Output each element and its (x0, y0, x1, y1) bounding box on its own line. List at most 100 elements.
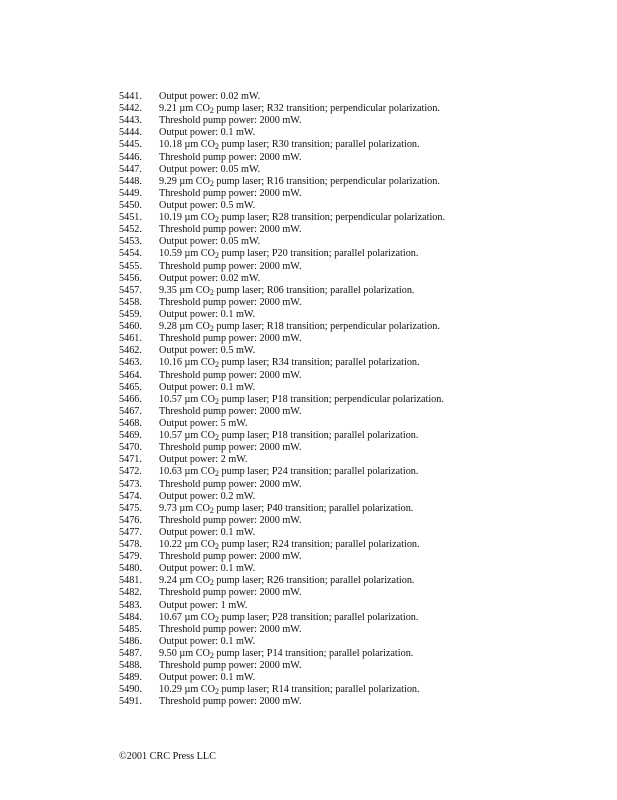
note-text-prefix: 10.63 µm CO (159, 466, 215, 478)
copyright-footer: ©2001 CRC Press LLC (119, 751, 216, 762)
note-text: Output power: 0.1 mW. (159, 526, 256, 538)
note-text: 9.35 µm CO2 pump laser; R06 transition; … (159, 285, 414, 297)
note-number: 5460. (119, 321, 142, 333)
note-text: 10.59 µm CO2 pump laser; P20 transition;… (159, 248, 418, 260)
note-number: 5455. (119, 260, 142, 272)
note-text: Threshold pump power: 2000 mW. (159, 442, 302, 454)
note-number: 5442. (119, 103, 142, 115)
note-text-suffix: pump laser; P18 transition; perpendicula… (218, 393, 444, 405)
subscript: 2 (214, 433, 219, 443)
note-text: Threshold pump power: 2000 mW. (159, 187, 302, 199)
note-text-suffix: pump laser; R16 transition; perpendicula… (213, 175, 440, 187)
note-text: 10.67 µm CO2 pump laser; P28 transition;… (159, 612, 418, 624)
note-number: 5467. (119, 405, 142, 417)
note-number: 5489. (119, 672, 142, 684)
note-text: Output power: 0.1 mW. (159, 381, 256, 393)
note-number: 5472. (119, 466, 142, 478)
note-number: 5451. (119, 212, 142, 224)
note-number: 5449. (119, 187, 142, 199)
note-number: 5462. (119, 345, 142, 357)
note-number: 5477. (119, 526, 142, 538)
note-text-suffix: pump laser; R06 transition; parallel pol… (213, 284, 415, 296)
subscript: 2 (214, 142, 219, 152)
note-text-prefix: 9.50 µm CO (159, 648, 210, 660)
subscript: 2 (209, 287, 214, 297)
note-number: 5484. (119, 611, 142, 623)
note-text: Output power: 0.1 mW. (159, 672, 256, 684)
note-text: Threshold pump power: 2000 mW. (159, 623, 302, 635)
note-text-suffix: pump laser; P28 transition; parallel pol… (218, 611, 419, 623)
note-number: 5476. (119, 514, 142, 526)
note-text-prefix: 10.67 µm CO (159, 611, 215, 623)
note-text: Threshold pump power: 2000 mW. (159, 151, 302, 163)
note-text-suffix: pump laser; P14 transition; parallel pol… (213, 648, 414, 660)
note-text: 10.57 µm CO2 pump laser; P18 transition;… (159, 430, 418, 442)
note-text-prefix: 10.29 µm CO (159, 684, 215, 696)
note-text: Threshold pump power: 2000 mW. (159, 333, 302, 345)
note-text: 9.21 µm CO2 pump laser; R32 transition; … (159, 103, 440, 115)
note-number: 5481. (119, 575, 142, 587)
note-text: Threshold pump power: 2000 mW. (159, 696, 302, 708)
note-number: 5487. (119, 648, 142, 660)
note-text-suffix: pump laser; R28 transition; perpendicula… (218, 212, 446, 224)
note-number: 5469. (119, 430, 142, 442)
note-text: Output power: 0.1 mW. (159, 127, 256, 139)
subscript: 2 (214, 360, 219, 370)
note-text-suffix: pump laser; P18 transition; parallel pol… (218, 430, 419, 442)
subscript: 2 (214, 469, 219, 479)
note-text: Threshold pump power: 2000 mW. (159, 260, 302, 272)
subscript: 2 (209, 578, 214, 588)
note-text-prefix: 10.18 µm CO (159, 139, 215, 151)
note-text: Output power: 0.1 mW. (159, 563, 256, 575)
note-number: 5464. (119, 369, 142, 381)
note-number: 5443. (119, 115, 142, 127)
note-number: 5480. (119, 563, 142, 575)
note-number: 5491. (119, 696, 142, 708)
note-text: Threshold pump power: 2000 mW. (159, 405, 302, 417)
note-number: 5486. (119, 635, 142, 647)
note-number: 5483. (119, 599, 142, 611)
note-text: Output power: 2 mW. (159, 454, 248, 466)
note-text-suffix: pump laser; P24 transition; parallel pol… (218, 466, 419, 478)
note-text: 9.73 µm CO2 pump laser; P40 transition; … (159, 503, 413, 515)
note-text: 10.29 µm CO2 pump laser; R14 transition;… (159, 684, 420, 696)
note-number: 5474. (119, 490, 142, 502)
note-text: 10.16 µm CO2 pump laser; R34 transition;… (159, 357, 420, 369)
note-number: 5448. (119, 175, 142, 187)
note-number: 5468. (119, 417, 142, 429)
note-text: Output power: 0.05 mW. (159, 236, 261, 248)
subscript: 2 (214, 687, 219, 697)
note-text: Threshold pump power: 2000 mW. (159, 224, 302, 236)
note-number: 5466. (119, 393, 142, 405)
note-text: Output power: 0.1 mW. (159, 308, 256, 320)
subscript: 2 (209, 324, 214, 334)
subscript: 2 (209, 505, 214, 515)
note-text: 10.22 µm CO2 pump laser; R24 transition;… (159, 539, 420, 551)
subscript: 2 (209, 651, 214, 661)
note-text: Threshold pump power: 2000 mW. (159, 296, 302, 308)
note-number: 5465. (119, 381, 142, 393)
note-number: 5454. (119, 248, 142, 260)
subscript: 2 (209, 106, 214, 116)
note-text-prefix: 10.19 µm CO (159, 212, 215, 224)
note-text-suffix: pump laser; R14 transition; parallel pol… (218, 684, 420, 696)
note-text: Output power: 0.05 mW. (159, 163, 261, 175)
note-text-prefix: 10.22 µm CO (159, 539, 215, 551)
note-number: 5445. (119, 139, 142, 151)
note-text: 10.57 µm CO2 pump laser; P18 transition;… (159, 394, 444, 406)
note-number: 5482. (119, 587, 142, 599)
note-number: 5453. (119, 236, 142, 248)
note-text: Output power: 0.5 mW. (159, 345, 256, 357)
note-text: Threshold pump power: 2000 mW. (159, 369, 302, 381)
note-text-prefix: 10.59 µm CO (159, 248, 215, 260)
note-number: 5488. (119, 660, 142, 672)
note-text-suffix: pump laser; P20 transition; parallel pol… (218, 248, 419, 260)
subscript: 2 (209, 178, 214, 188)
note-number: 5490. (119, 684, 142, 696)
note-text-suffix: pump laser; R24 transition; parallel pol… (218, 539, 420, 551)
note-text-suffix: pump laser; R30 transition; parallel pol… (218, 139, 420, 151)
note-text-prefix: 9.29 µm CO (159, 175, 210, 187)
note-text-prefix: 9.35 µm CO (159, 284, 210, 296)
note-text: Threshold pump power: 2000 mW. (159, 115, 302, 127)
note-text: Threshold pump power: 2000 mW. (159, 551, 302, 563)
